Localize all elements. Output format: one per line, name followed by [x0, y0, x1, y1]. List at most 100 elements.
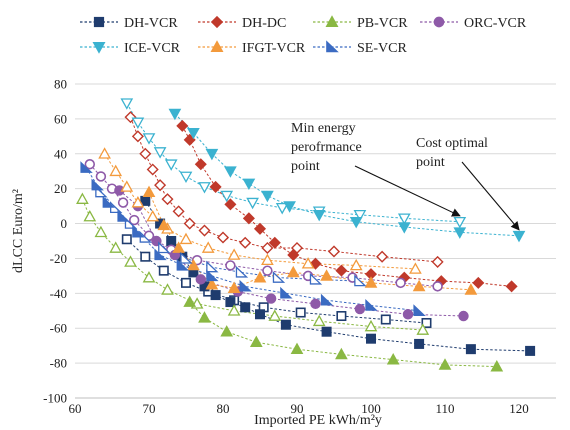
data-point — [261, 190, 274, 203]
y-tick-label: 20 — [54, 181, 67, 196]
y-tick-label: 60 — [54, 111, 67, 126]
data-point — [83, 209, 97, 222]
data-point — [183, 217, 196, 230]
data-point — [131, 117, 145, 129]
x-tick-label: 110 — [435, 401, 454, 416]
legend-item: PB-VCR — [313, 15, 408, 31]
annotation-line: Min energy — [291, 121, 356, 136]
data-point — [402, 309, 414, 320]
data-point — [198, 311, 211, 323]
data-point — [181, 277, 192, 288]
data-point — [380, 314, 391, 325]
data-point — [146, 209, 160, 222]
data-point — [253, 271, 267, 283]
data-point — [312, 209, 326, 222]
data-point — [225, 297, 236, 308]
data-point — [216, 231, 230, 244]
data-point — [255, 309, 266, 320]
data-point — [280, 319, 291, 330]
data-point — [286, 265, 300, 278]
trend-line — [119, 190, 464, 317]
data-point — [91, 178, 104, 191]
data-point — [268, 236, 281, 249]
data-point — [198, 182, 211, 194]
data-point — [76, 192, 89, 204]
data-point — [397, 213, 411, 225]
trend-line — [181, 125, 512, 287]
data-point — [95, 171, 107, 182]
data-point — [353, 209, 367, 222]
x-axis-ticks: 60 70 80 90 100 110 120 — [69, 401, 529, 416]
legend-label: SE-VCR — [357, 41, 407, 56]
data-point — [227, 281, 241, 293]
data-points — [76, 98, 536, 372]
data-point — [201, 241, 215, 253]
data-point — [95, 185, 108, 198]
data-point — [421, 317, 432, 328]
data-point — [239, 279, 252, 292]
data-point — [94, 225, 108, 238]
data-point — [179, 171, 193, 184]
legend-label: PB-VCR — [357, 16, 408, 31]
data-point — [409, 262, 422, 274]
data-point — [158, 241, 171, 254]
data-point — [220, 325, 234, 337]
data-point — [140, 251, 151, 262]
y-tick-label: -60 — [50, 321, 67, 336]
data-point — [172, 241, 185, 253]
y-tick-label: 40 — [54, 146, 67, 161]
data-point — [235, 265, 249, 278]
annotation: Min energy perofrmance point — [291, 121, 461, 217]
data-point — [412, 279, 426, 292]
trend-line — [130, 116, 438, 263]
data-point — [365, 333, 376, 344]
data-point — [142, 271, 156, 283]
data-point — [153, 147, 167, 159]
data-point — [242, 212, 255, 225]
data-point — [280, 286, 293, 299]
data-point — [354, 303, 366, 315]
data-point — [490, 360, 504, 372]
data-point — [146, 163, 159, 176]
data-point — [265, 293, 277, 304]
legend-label: IFGT-VCR — [242, 41, 306, 56]
data-point — [80, 161, 93, 173]
data-point — [312, 314, 326, 327]
data-point — [395, 277, 406, 289]
data-point — [210, 290, 221, 301]
data-point — [239, 236, 252, 249]
y-axis-ticks: 80 60 40 20 0 -20 -40 -60 -80 -100 — [43, 77, 67, 406]
annotation-arrow — [461, 161, 520, 231]
series-dh-dc — [124, 111, 518, 293]
data-point — [246, 197, 259, 210]
data-point — [102, 196, 115, 208]
data-point — [194, 158, 207, 171]
data-point — [349, 216, 363, 229]
data-point — [139, 147, 152, 160]
data-point — [220, 190, 234, 203]
data-point — [158, 265, 169, 276]
data-point — [365, 298, 378, 311]
data-point — [287, 248, 300, 261]
data-point — [320, 269, 333, 281]
data-point — [240, 302, 251, 313]
annotation-label: Min energy perofrmance point — [291, 121, 362, 174]
legend-item: ICE-VCR — [80, 41, 181, 56]
data-point — [117, 210, 130, 222]
y-tick-label: -40 — [50, 286, 67, 301]
data-point — [157, 218, 171, 231]
data-point — [84, 159, 96, 170]
annotation-line: perofrmance — [291, 140, 362, 155]
x-axis-title: Imported PE kWh/m²y — [254, 413, 382, 428]
data-point — [272, 271, 286, 283]
annotation-line: Cost optimal — [416, 136, 488, 151]
data-point — [124, 255, 137, 267]
data-point — [187, 258, 200, 271]
data-point — [142, 133, 156, 145]
trend-line — [126, 238, 427, 324]
data-point — [132, 225, 145, 238]
data-point — [227, 304, 241, 316]
data-point — [120, 180, 134, 192]
y-tick-label: -100 — [43, 391, 67, 406]
